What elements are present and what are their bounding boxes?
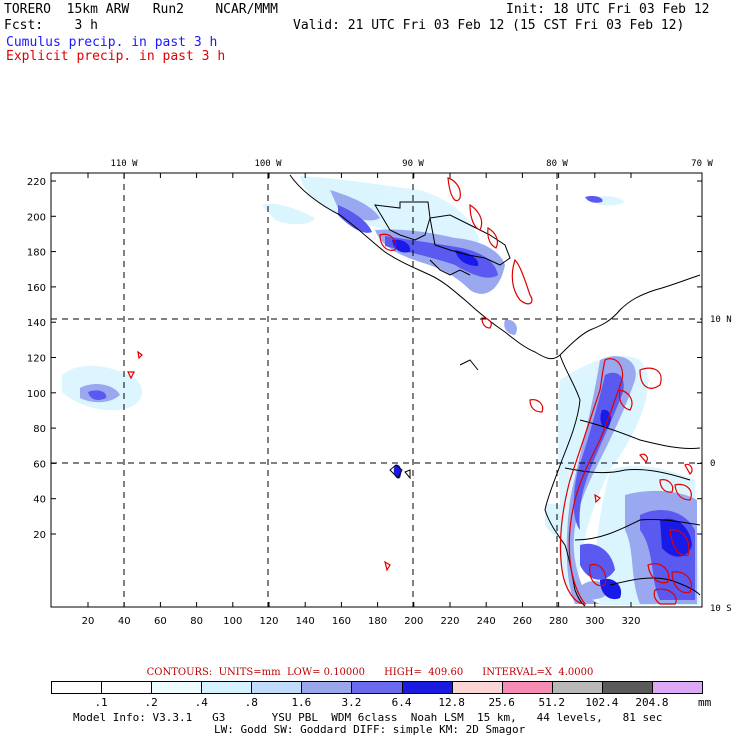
lon-label: 90 W [402,159,424,169]
init-time: Init: 18 UTC Fri 03 Feb 12 [506,2,710,17]
legend-label: 1.6 [291,696,312,709]
legend-label: 3.2 [341,696,362,709]
legend-label: 51.2 [538,696,566,709]
legend-swatch [451,681,503,694]
legend-swatch [151,681,203,694]
y-tick-label: 120 [27,354,46,365]
y-tick-label: 20 [33,530,46,541]
x-tick-label: 260 [513,616,532,627]
y-grid-labels: 220 200 180 160 140 120 100 80 60 40 20 [27,177,46,541]
axis-ticks [51,173,702,607]
y-tick-label: 200 [27,212,46,223]
field-label-explicit: Explicit precip. in past 3 h [6,49,226,64]
legend-label: 6.4 [391,696,412,709]
lat-label: 0 [710,459,715,469]
legend-swatch [201,681,253,694]
lon-label: 80 W [546,159,568,169]
legend-label: 204.8 [635,696,669,709]
y-tick-label: 100 [27,389,46,400]
legend-swatch [401,681,453,694]
legend-label: 12.8 [438,696,465,709]
legend-swatch [51,681,103,694]
legend-swatch [301,681,353,694]
lon-label: 110 W [110,159,138,169]
field-label-cumulus: Cumulus precip. in past 3 h [6,35,218,50]
lat-label: 10 N [710,315,732,325]
valid-time: Valid: 21 UTC Fri 03 Feb 12 (15 CST Fri … [293,18,685,33]
x-tick-label: 120 [259,616,278,627]
legend-label: 102.4 [585,696,619,709]
lon-label: 100 W [254,159,282,169]
x-tick-label: 60 [154,616,167,627]
y-tick-label: 40 [33,495,46,506]
contours-info: CONTOURS: UNITS=mm LOW= 0.10000 HIGH= 40… [146,667,594,678]
lat-label: 10 S [710,604,732,614]
y-tick-label: 160 [27,283,46,294]
latitude-labels: 10 N 0 10 S [710,315,732,614]
longitude-labels: 110 W 100 W 90 W 80 W 70 W [110,159,713,169]
legend-swatch [351,681,403,694]
x-tick-label: 100 [223,616,242,627]
y-tick-label: 60 [33,459,46,470]
legend-unit: mm [698,696,712,709]
x-tick-label: 180 [368,616,387,627]
coastlines [289,174,701,607]
x-tick-label: 240 [477,616,496,627]
x-tick-label: 280 [549,616,568,627]
lat-lon-grid [51,173,702,607]
legend-swatch [551,681,603,694]
legend-swatch [251,681,303,694]
x-tick-label: 20 [82,616,95,627]
y-tick-label: 220 [27,177,46,188]
x-tick-label: 40 [118,616,131,627]
y-tick-label: 140 [27,318,46,329]
legend-label: .8 [244,696,258,709]
legend-swatch [651,681,703,694]
legend-label: 25.6 [488,696,515,709]
x-tick-label: 200 [404,616,423,627]
legend-swatch [601,681,653,694]
x-tick-label: 300 [585,616,604,627]
x-tick-label: 140 [296,616,315,627]
legend-label: .4 [194,696,208,709]
y-tick-label: 80 [33,424,46,435]
legend-swatch [501,681,553,694]
x-grid-labels: 20 40 60 80 100 120 140 160 180 200 220 240 260 280 30… [82,616,641,627]
explicit-precip-contours [127,177,693,605]
x-tick-label: 320 [621,616,640,627]
x-tick-label: 160 [332,616,351,627]
legend-label: .2 [144,696,158,709]
model-info: Model Info: V3.3.1 G3 YSU PBL WDM 6class… [73,711,663,724]
forecast-hour: Fcst: 3 h [4,18,98,33]
model-title: TORERO 15km ARW Run2 NCAR/MMM [4,2,278,17]
x-tick-label: 220 [440,616,459,627]
legend-label: .1 [94,696,108,709]
lon-label: 70 W [691,159,713,169]
x-tick-label: 80 [190,616,203,627]
physics-info: LW: Godd SW: Goddard DIFF: simple KM: 2D… [214,723,526,736]
y-tick-label: 180 [27,248,46,259]
intense-precip-areas [392,239,692,600]
legend-swatch [101,681,153,694]
